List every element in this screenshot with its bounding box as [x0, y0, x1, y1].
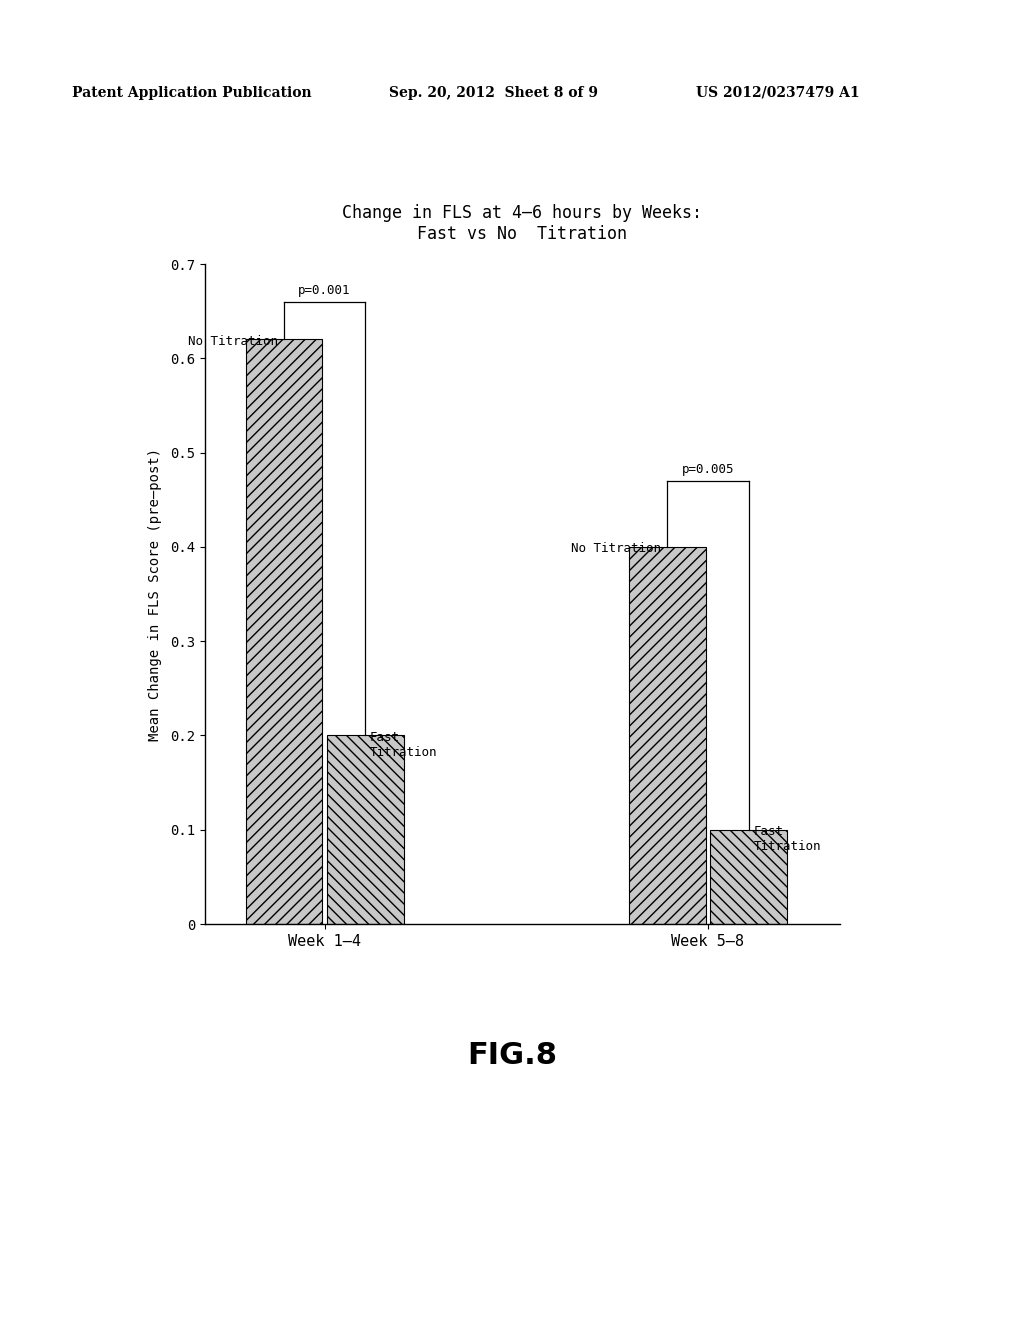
Text: Sep. 20, 2012  Sheet 8 of 9: Sep. 20, 2012 Sheet 8 of 9	[389, 86, 598, 100]
Text: FIG.8: FIG.8	[467, 1041, 557, 1071]
Bar	[327, 735, 403, 924]
Bar	[629, 546, 706, 924]
Title: Change in FLS at 4–6 hours by Weeks:
Fast vs No  Titration: Change in FLS at 4–6 hours by Weeks: Fas…	[342, 205, 702, 243]
Text: p=0.001: p=0.001	[298, 284, 351, 297]
Text: Fast
Titration: Fast Titration	[370, 731, 437, 759]
Text: No Titration: No Titration	[188, 335, 279, 347]
Y-axis label: Mean Change in FLS Score (pre–post): Mean Change in FLS Score (pre–post)	[147, 447, 162, 741]
Bar	[246, 339, 323, 924]
Text: Patent Application Publication: Patent Application Publication	[72, 86, 311, 100]
Bar	[711, 830, 787, 924]
Text: Fast
Titration: Fast Titration	[754, 825, 821, 853]
Text: No Titration: No Titration	[571, 543, 662, 556]
Text: US 2012/0237479 A1: US 2012/0237479 A1	[696, 86, 860, 100]
Text: p=0.005: p=0.005	[682, 463, 734, 477]
